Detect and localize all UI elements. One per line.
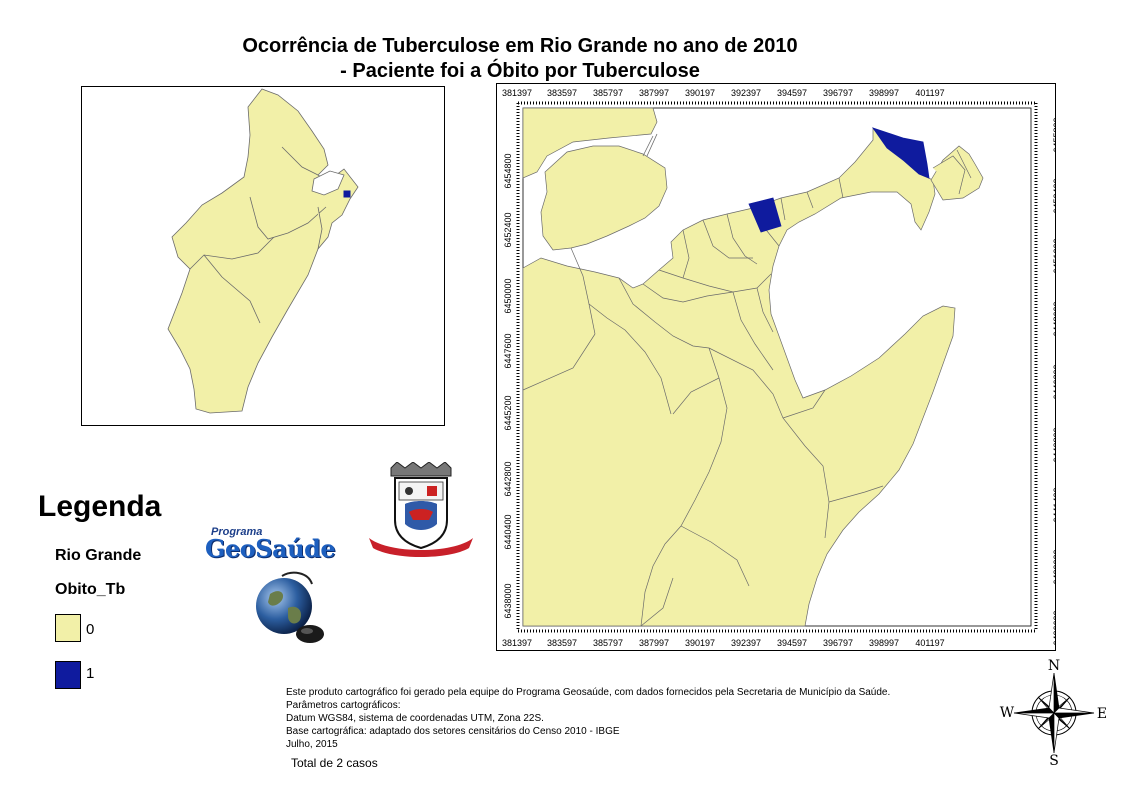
geosaude-logo-small-text: Programa [211,526,263,538]
x-tick-top-6: 394597 [777,88,807,98]
y-tick-right-2: 6441400 [1052,487,1056,522]
compass-south: S [1049,753,1059,767]
y-tick-right-7: 6453400 [1052,178,1056,213]
x-tick-bottom-8: 398997 [869,638,899,648]
legend-field-name: Obito_Tb [55,581,126,598]
map-title: Ocorrência de Tuberculose em Rio Grande … [0,34,1040,84]
compass-west: W [1000,705,1015,721]
map-polygon-case-2 [871,127,930,179]
y-tick-right-4: 6446200 [1052,364,1056,399]
x-tick-top-2: 385797 [593,88,623,98]
y-tick-left-0: 6438000 [503,583,513,618]
total-cases: Total de 2 casos [291,756,378,770]
overview-lagoon-hole [311,170,345,196]
map-title-line1: Ocorrência de Tuberculose em Rio Grande … [242,35,798,57]
y-tick-right-8: 6455800 [1052,117,1056,152]
y-tick-right-1: 6439000 [1052,549,1056,584]
x-tick-top-7: 396797 [823,88,853,98]
x-tick-bottom-2: 385797 [593,638,623,648]
legend-label-0: 0 [86,621,95,638]
compass-rose-icon: N S E W [1000,658,1107,767]
x-tick-top-4: 390197 [685,88,715,98]
globe-mouse-logo [256,571,324,643]
x-tick-top-9: 401197 [915,88,944,98]
compass-north: N [1048,658,1060,674]
y-tick-left-6: 6452400 [503,212,513,247]
x-tick-bottom-0: 381397 [502,638,532,648]
note-line: Este produto cartográfico foi gerado pel… [286,687,891,698]
y-tick-right-6: 6451000 [1052,238,1056,273]
tick-borders [516,101,1038,633]
x-tick-bottom-6: 394597 [777,638,807,648]
overview-municipality [167,88,359,414]
x-tick-bottom-5: 392397 [731,638,761,648]
overview-highlight-case [343,190,351,198]
note-line: Datum WGS84, sistema de coordenadas UTM,… [286,713,544,724]
map-polygon-nw-peninsula [540,145,668,251]
x-tick-top-1: 383597 [547,88,577,98]
x-tick-bottom-4: 390197 [685,638,715,648]
x-tick-top-0: 381397 [502,88,532,98]
legend-heading: Legenda [38,490,162,523]
y-tick-left-3: 6445200 [503,395,513,430]
y-tick-right-0: 6436600 [1052,610,1056,645]
main-map-frame: 381397 383597 385797 387997 390197 39239… [496,83,1056,651]
map-polygon-case-1 [748,197,782,233]
map-polygon-north-shore [522,107,658,179]
geosaude-logo: Programa GeoSaúde [205,526,336,563]
x-tick-top-3: 387997 [639,88,669,98]
x-tick-bottom-7: 396797 [823,638,853,648]
note-line: Parâmetros cartográficos: [286,700,401,711]
x-tick-top-5: 392397 [731,88,761,98]
y-tick-left-2: 6442800 [503,461,513,496]
compass-east: E [1097,706,1107,722]
legend-swatch-0 [55,614,81,642]
legend-swatch-1 [55,661,81,689]
y-tick-right-5: 6448600 [1052,301,1056,336]
y-tick-left-4: 6447600 [503,333,513,368]
map-title-line2: - Paciente foi a Óbito por Tuberculose [340,60,700,82]
geosaude-logo-big-text: GeoSaúde [205,534,336,563]
legend-layer-name: Rio Grande [55,547,142,564]
y-tick-left-1: 6440400 [503,514,513,549]
x-tick-bottom-3: 387997 [639,638,669,648]
y-tick-left-7: 6454800 [503,153,513,188]
overview-map [81,86,445,426]
legend-label-1: 1 [86,665,95,682]
y-tick-right-3: 6443800 [1052,427,1056,462]
map-notes: Este produto cartográfico foi gerado pel… [286,686,890,751]
x-tick-bottom-9: 401197 [915,638,944,648]
x-tick-top-8: 398997 [869,88,899,98]
x-tick-bottom-1: 383597 [547,638,577,648]
note-line: Julho, 2015 [286,739,338,750]
map-polygon-mainland [522,127,956,627]
note-line: Base cartográfica: adaptado dos setores … [286,726,620,737]
y-tick-left-5: 6450000 [503,278,513,313]
city-coat-of-arms [369,462,473,557]
